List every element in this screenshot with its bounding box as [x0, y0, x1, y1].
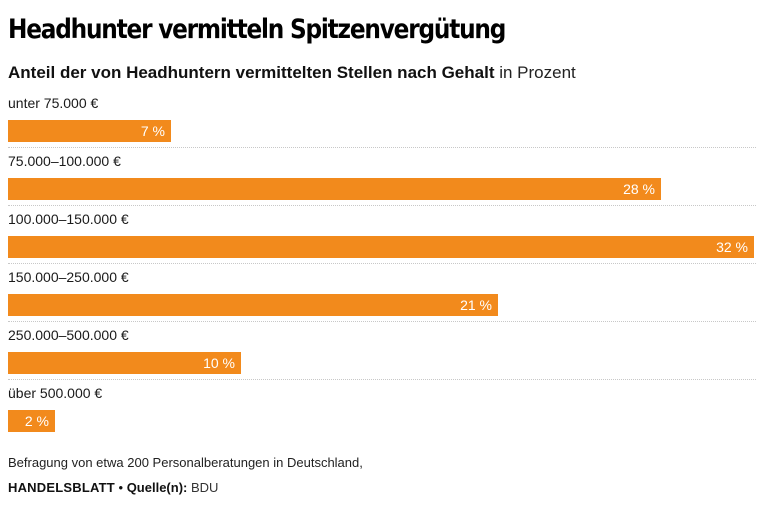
bar: 10 %: [8, 352, 241, 374]
row-divider: [8, 321, 756, 322]
source-value: BDU: [190, 480, 219, 495]
value-label: 10 %: [203, 355, 235, 371]
row-divider: [8, 205, 756, 206]
publisher-brand: HANDELSBLATT: [8, 480, 115, 495]
bar: 7 %: [8, 120, 171, 142]
bar-row: über 500.000 € 2 %: [0, 380, 760, 438]
bar-chart: unter 75.000 € 7 % 75.000–100.000 € 28 % 100…: [0, 90, 760, 440]
footnote: Befragung von etwa 200 Personalberatunge…: [8, 455, 363, 470]
chart-title: Headhunter vermitteln Spitzenvergütung: [8, 14, 506, 45]
bar: 28 %: [8, 178, 661, 200]
bar: 32 %: [8, 236, 754, 258]
value-label: 21 %: [460, 297, 492, 313]
bar-row: 150.000–250.000 € 21 %: [0, 264, 760, 322]
value-label: 28 %: [623, 181, 655, 197]
value-label: 32 %: [716, 239, 748, 255]
category-label: 100.000–150.000 €: [8, 211, 129, 227]
value-label: 2 %: [24, 413, 49, 429]
subtitle-text: Anteil der von Headhuntern vermittelten …: [8, 63, 495, 82]
bar-row: 100.000–150.000 € 32 %: [0, 206, 760, 264]
unit-label: in Prozent: [499, 63, 576, 82]
bar: 21 %: [8, 294, 498, 316]
row-divider: [8, 263, 756, 264]
category-label: 250.000–500.000 €: [8, 327, 129, 343]
value-label: 7 %: [140, 123, 165, 139]
category-label: 150.000–250.000 €: [8, 269, 129, 285]
bar-row: 75.000–100.000 € 28 %: [0, 148, 760, 206]
category-label: unter 75.000 €: [8, 95, 99, 111]
category-label: über 500.000 €: [8, 385, 103, 401]
source-separator: •: [118, 480, 124, 495]
category-label: 75.000–100.000 €: [8, 153, 121, 169]
row-divider: [8, 379, 756, 380]
chart-subtitle: Anteil der von Headhuntern vermittelten …: [8, 63, 576, 83]
source-label: Quelle(n):: [126, 480, 188, 495]
source-line: HANDELSBLATT • Quelle(n): BDU: [8, 480, 218, 495]
bar-row: 250.000–500.000 € 10 %: [0, 322, 760, 380]
bar-row: unter 75.000 € 7 %: [0, 90, 760, 148]
bar: 2 %: [8, 410, 55, 432]
row-divider: [8, 147, 756, 148]
